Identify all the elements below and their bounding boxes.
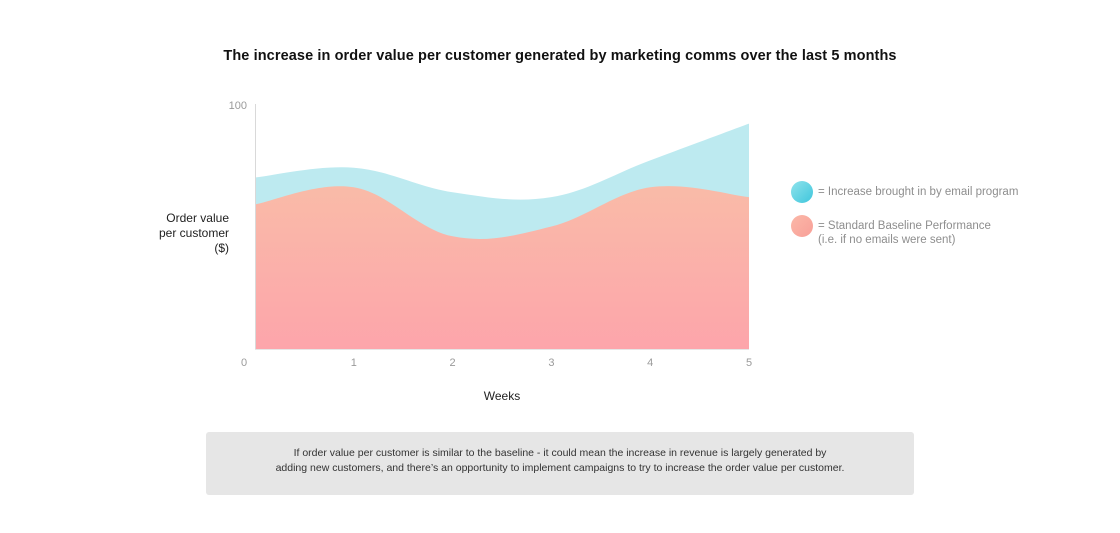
legend-swatch-baseline <box>791 215 813 237</box>
y-tick-label: 100 <box>229 100 247 112</box>
y-axis-label-line: ($) <box>214 241 229 255</box>
info-note-line: adding new customers, and there’s an opp… <box>275 462 845 474</box>
x-tick-label: 5 <box>746 357 752 369</box>
info-note-line: If order value per customer is similar t… <box>293 447 827 459</box>
legend-swatch-email <box>791 181 813 203</box>
legend-sublabel-baseline: (i.e. if no emails were sent) <box>818 234 956 246</box>
x-tick-label: 3 <box>548 357 554 369</box>
area-baseline <box>255 186 749 349</box>
legend-label-email: = Increase brought in by email program <box>818 186 1019 198</box>
y-axis-label-line: Order value <box>166 211 229 225</box>
x-tick-label: 2 <box>450 357 456 369</box>
y-axis-label: Order value per customer ($) <box>120 211 229 256</box>
y-axis-label-line: per customer <box>158 226 229 240</box>
info-note: If order value per customer is similar t… <box>206 432 914 495</box>
legend-item-baseline: = Standard Baseline Performance (i.e. if… <box>791 215 991 247</box>
x-tick-label: 0 <box>241 357 247 369</box>
x-tick-label: 1 <box>351 357 357 369</box>
chart-title: The increase in order value per customer… <box>223 48 897 64</box>
legend-label-baseline: = Standard Baseline Performance <box>818 220 991 232</box>
x-axis-label: Weeks <box>483 389 521 403</box>
legend-item-email: = Increase brought in by email program <box>791 181 1018 203</box>
x-tick-label: 4 <box>647 357 653 369</box>
